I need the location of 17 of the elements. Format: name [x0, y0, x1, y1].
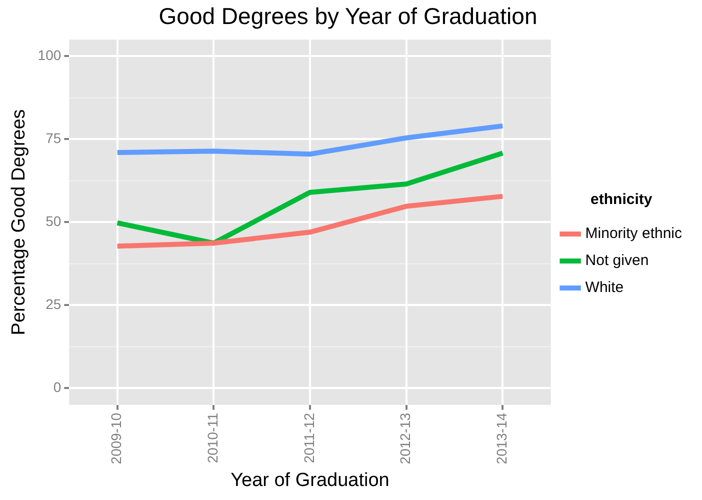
x-tick-label: 2011-12 — [300, 412, 317, 464]
x-tick-label: 2009-10 — [108, 412, 124, 464]
y-tick-label: 100 — [38, 47, 62, 64]
legend-title: ethnicity — [590, 191, 653, 208]
legend-label: Minority ethnic — [585, 225, 682, 242]
chart-title: Good Degrees by Year of Graduation — [158, 3, 538, 30]
y-tick-label: 25 — [46, 296, 62, 312]
y-tick-label: 75 — [46, 130, 62, 146]
x-axis-title: Year of Graduation — [230, 470, 390, 491]
y-axis-title: Percentage Good Degrees — [8, 109, 30, 336]
x-tick-label: 2012-13 — [397, 412, 414, 464]
y-tick-label: 0 — [53, 379, 62, 396]
x-tick-label: 2010-11 — [204, 412, 221, 464]
legend-label: Not given — [585, 252, 649, 270]
x-tick-label: 2013-14 — [493, 412, 510, 464]
legend-label: White — [585, 279, 624, 296]
y-tick-label: 50 — [46, 213, 62, 230]
